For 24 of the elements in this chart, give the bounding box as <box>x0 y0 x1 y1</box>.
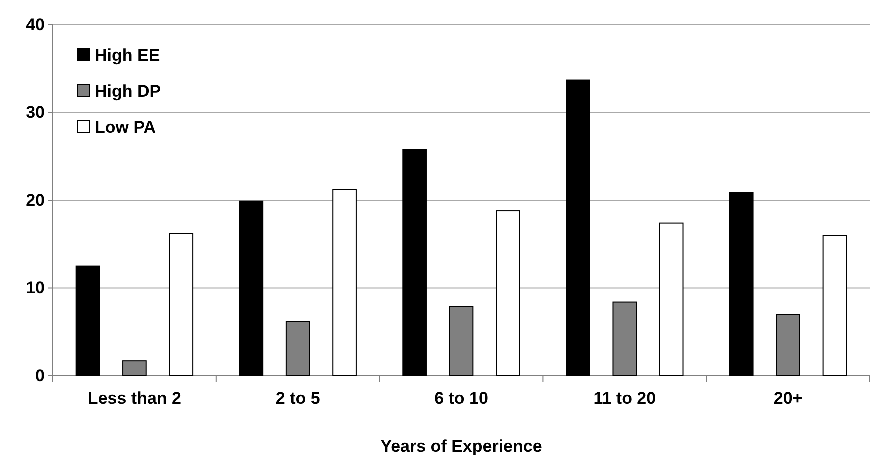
legend-label: High EE <box>95 46 160 65</box>
legend-label: Low PA <box>95 118 156 137</box>
y-tick-label: 40 <box>26 15 45 34</box>
bar <box>659 222 684 376</box>
bar <box>566 80 590 376</box>
bar <box>496 210 520 376</box>
x-tick-label: Less than 2 <box>88 389 182 408</box>
bar <box>822 235 848 376</box>
x-tick-label: 11 to 20 <box>594 389 656 408</box>
bar <box>239 200 264 376</box>
x-axis-title: Years of Experience <box>380 437 542 456</box>
bar <box>332 189 357 376</box>
y-tick-label: 20 <box>26 190 45 210</box>
y-tick-label: 10 <box>26 278 45 298</box>
bar <box>76 266 100 376</box>
x-tick-label: 20+ <box>774 389 803 408</box>
legend-label: High DP <box>95 82 162 101</box>
bar <box>402 149 427 376</box>
bar <box>729 192 754 376</box>
y-tick-label: 0 <box>36 366 45 386</box>
y-tick-label: 30 <box>26 103 45 122</box>
x-tick-label: 6 to 10 <box>434 389 488 408</box>
bar <box>169 233 194 376</box>
x-tick-label: 2 to 5 <box>276 389 320 408</box>
